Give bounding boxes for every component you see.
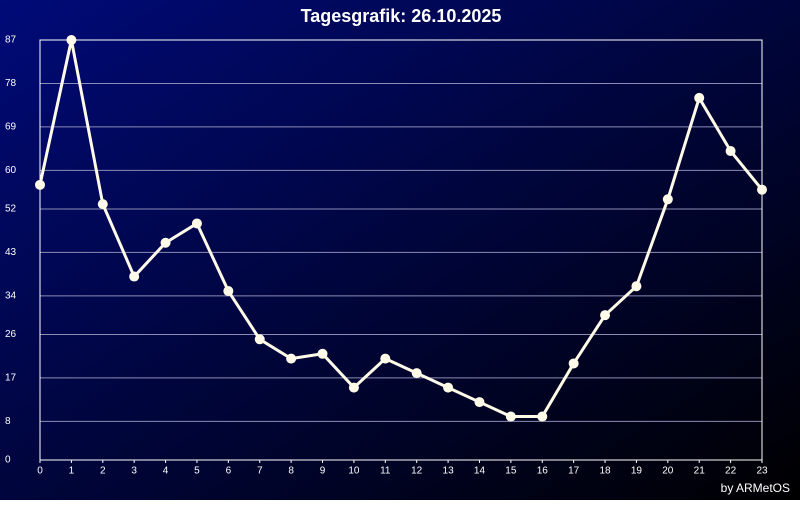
point [97, 199, 108, 210]
y-tick-label: 26 [5, 329, 17, 340]
point [286, 353, 297, 364]
point [631, 281, 642, 292]
point [223, 286, 234, 297]
point [443, 382, 454, 393]
point [348, 382, 359, 393]
point [505, 411, 516, 422]
x-tick-label: 15 [505, 466, 517, 477]
x-tick-label: 13 [443, 466, 455, 477]
x-tick-label: 7 [257, 466, 263, 477]
x-tick-label: 23 [756, 466, 768, 477]
point [254, 334, 265, 345]
credit: by ARMetOS [721, 481, 790, 495]
x-tick-label: 9 [320, 466, 326, 477]
point [757, 184, 767, 195]
x-tick-label: 4 [163, 466, 169, 477]
y-tick-label: 34 [5, 291, 17, 302]
y-tick-label: 78 [5, 78, 17, 89]
x-tick-label: 16 [537, 466, 549, 477]
x-tick-label: 3 [131, 466, 137, 477]
y-tick-label: 69 [5, 122, 17, 133]
point [66, 35, 77, 45]
plot-frame [39, 39, 763, 461]
point [380, 353, 391, 364]
point [191, 218, 202, 229]
y-tick-label: 52 [5, 204, 17, 215]
x-tick-label: 8 [288, 466, 294, 477]
x-tick-label: 21 [694, 466, 706, 477]
x-tick-label: 22 [725, 466, 737, 477]
x-tick-label: 10 [348, 466, 360, 477]
x-tick-label: 5 [194, 466, 200, 477]
y-tick-label: 8 [5, 416, 11, 427]
x-tick-label: 17 [568, 466, 580, 477]
x-tick-label: 19 [631, 466, 643, 477]
point [568, 358, 579, 369]
y-tick-label: 43 [5, 247, 17, 258]
y-tick-label: 60 [5, 165, 17, 176]
x-tick-label: 11 [380, 466, 391, 477]
series [35, 35, 767, 422]
point [317, 348, 328, 359]
x-tick-label: 20 [662, 466, 674, 477]
point [411, 368, 422, 379]
x-tick-label: 0 [37, 466, 43, 477]
x-tick-label: 14 [474, 466, 486, 477]
x-tick-label: 18 [599, 466, 611, 477]
point [694, 92, 705, 103]
y-tick-label: 17 [5, 373, 17, 384]
point [35, 179, 45, 190]
point [600, 310, 611, 321]
point [160, 237, 171, 248]
point [725, 146, 736, 157]
chart-title: Tagesgrafik: 26.10.2025 [301, 6, 502, 26]
point [662, 194, 673, 205]
x-tick-label: 1 [69, 466, 75, 477]
y-tick-label: 0 [5, 455, 11, 466]
x-tick-label: 6 [226, 466, 232, 477]
x-tick-label: 12 [411, 466, 423, 477]
point [474, 397, 485, 408]
line [38, 38, 764, 419]
y-tick-label: 87 [5, 35, 17, 46]
x-tick-label: 2 [100, 466, 106, 477]
point [129, 271, 140, 282]
point [537, 411, 548, 422]
